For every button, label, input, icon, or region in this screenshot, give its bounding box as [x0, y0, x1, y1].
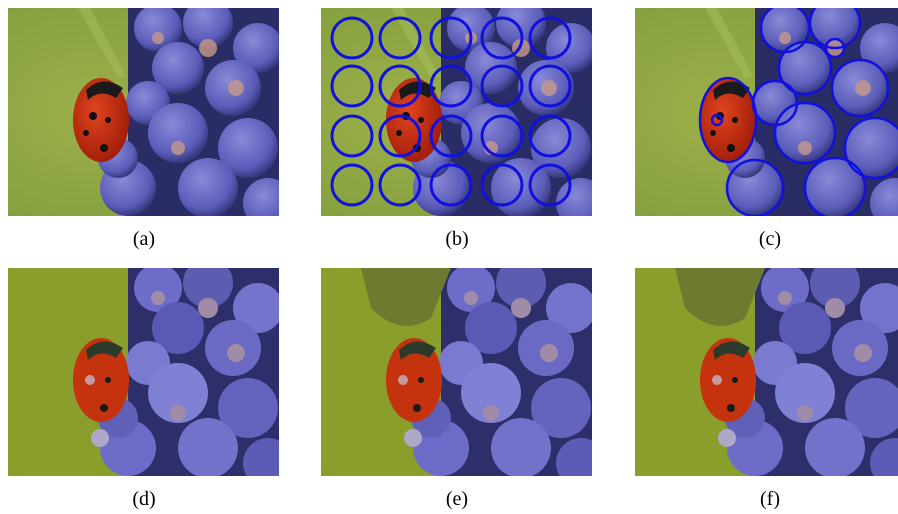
figure-panels: [0, 0, 898, 514]
caption: (a): [84, 228, 204, 251]
caption: (d): [84, 488, 204, 511]
caption: (b): [397, 228, 517, 251]
caption: (e): [397, 488, 517, 511]
image-c: [635, 0, 898, 228]
image-f: [635, 258, 898, 488]
caption: (f): [710, 488, 830, 511]
figure: (a) (b) (c) (d) (e) (f): [0, 0, 898, 514]
caption: (c): [710, 228, 830, 251]
image-a: [8, 0, 293, 228]
image-d: [8, 258, 293, 488]
image-b: [321, 0, 606, 228]
image-e: [321, 258, 606, 488]
